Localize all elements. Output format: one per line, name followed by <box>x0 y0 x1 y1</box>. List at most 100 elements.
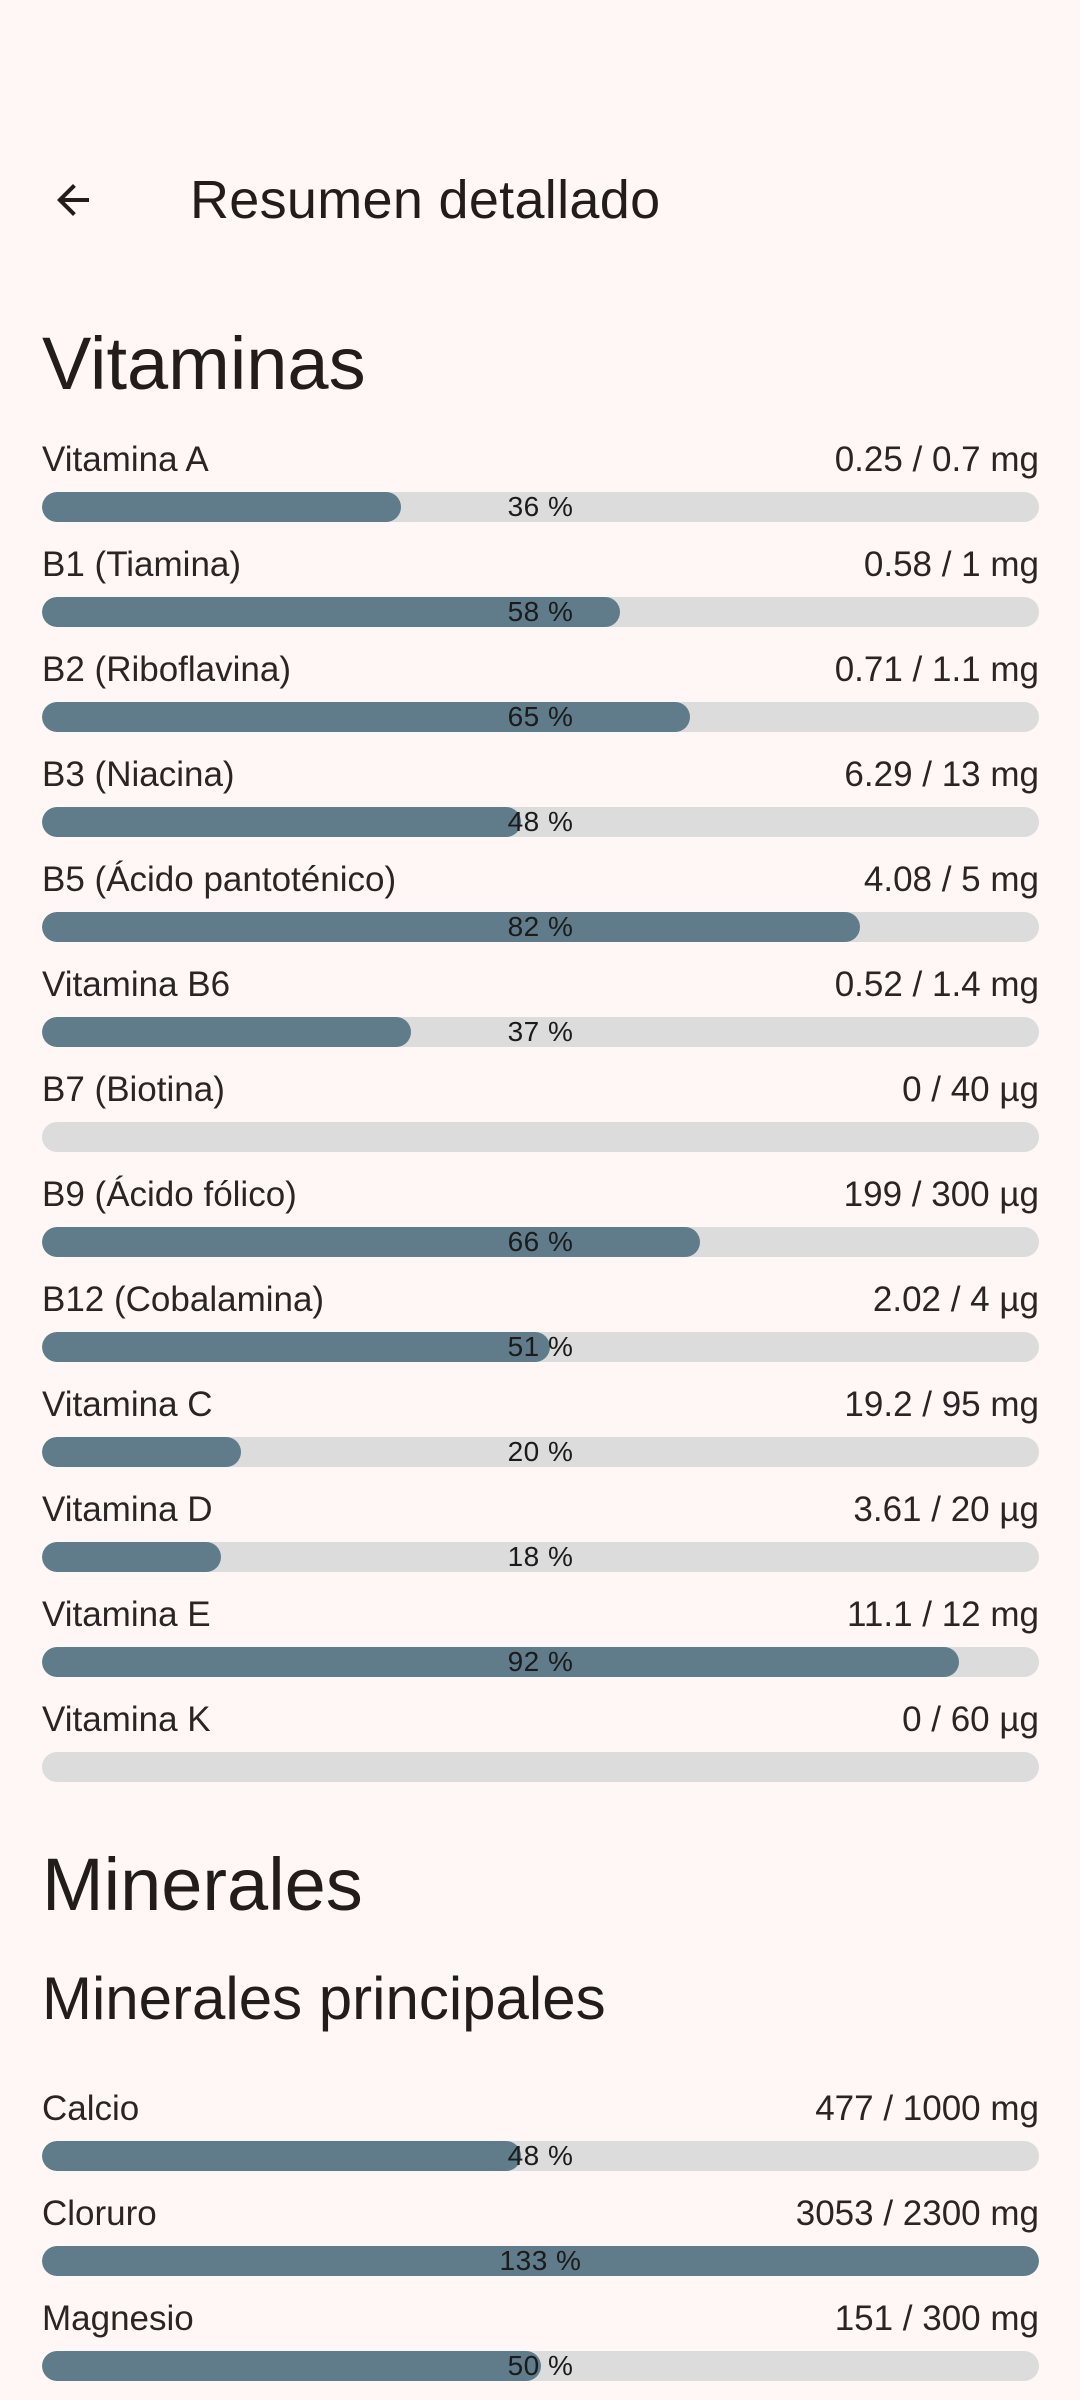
nutrient-header: B7 (Biotina) 0 / 40 µg <box>42 1060 1039 1120</box>
nutrient-amount: 11.1 / 12 mg <box>847 1595 1039 1634</box>
progress-percent-label: 66 % <box>507 1227 574 1257</box>
nutrient-row: B12 (Cobalamina) 2.02 / 4 µg 51 % <box>42 1270 1039 1375</box>
progress-percent-label: 20 % <box>507 1437 574 1467</box>
nutrient-row: Vitamina A 0.25 / 0.7 mg 36 % <box>42 430 1039 535</box>
nutrient-amount: 0.25 / 0.7 mg <box>834 440 1039 479</box>
nutrient-row: Magnesio 151 / 300 mg 50 % <box>42 2289 1039 2394</box>
nutrient-amount: 3.61 / 20 µg <box>853 1490 1039 1529</box>
nutrient-name: Vitamina E <box>42 1595 211 1634</box>
nutrient-row: Cloruro 3053 / 2300 mg 133 % <box>42 2184 1039 2289</box>
nutrient-row: Vitamina E 11.1 / 12 mg 92 % <box>42 1585 1039 1690</box>
progress-bar: 66 % <box>42 1227 1039 1257</box>
progress-percent-label: 58 % <box>507 597 574 627</box>
progress-bar: 51 % <box>42 1332 1039 1362</box>
nutrient-amount: 3053 / 2300 mg <box>795 2194 1039 2233</box>
progress-bar: 48 % <box>42 807 1039 837</box>
progress-percent-label: 36 % <box>507 492 574 522</box>
nutrient-amount: 0 / 60 µg <box>902 1700 1039 1739</box>
nutrient-header: Vitamina B6 0.52 / 1.4 mg <box>42 955 1039 1015</box>
nutrient-row: B1 (Tiamina) 0.58 / 1 mg 58 % <box>42 535 1039 640</box>
progress-fill <box>42 807 521 837</box>
summary-content[interactable]: Vitaminas Vitamina A 0.25 / 0.7 mg 36 % B1 … <box>42 318 1039 2394</box>
nutrient-name: B1 (Tiamina) <box>42 545 242 584</box>
progress-bar: 18 % <box>42 1542 1039 1572</box>
progress-percent-label: 51 % <box>507 1332 574 1362</box>
nutrient-amount: 6.29 / 13 mg <box>844 755 1039 794</box>
nutrient-amount: 0.58 / 1 mg <box>863 545 1039 584</box>
progress-bar: 92 % <box>42 1647 1039 1677</box>
progress-fill <box>42 1437 242 1467</box>
progress-percent-label: 48 % <box>507 2141 574 2171</box>
nutrient-header: Vitamina A 0.25 / 0.7 mg <box>42 430 1039 490</box>
progress-fill <box>42 2141 521 2171</box>
nutrient-name: Calcio <box>42 2089 140 2128</box>
progress-percent-label <box>42 1122 1039 1152</box>
nutrient-header: Vitamina D 3.61 / 20 µg <box>42 1480 1039 1540</box>
progress-fill <box>42 1227 701 1257</box>
progress-bar: 58 % <box>42 597 1039 627</box>
nutrient-row: Vitamina K 0 / 60 µg <box>42 1690 1039 1795</box>
page-title: Resumen detallado <box>190 170 661 230</box>
progress-fill <box>42 2351 541 2381</box>
progress-percent-label <box>42 1752 1039 1782</box>
progress-percent-label: 65 % <box>507 702 574 732</box>
top-app-bar: Resumen detallado <box>0 150 1080 250</box>
nutrient-row: B2 (Riboflavina) 0.71 / 1.1 mg 65 % <box>42 640 1039 745</box>
nutrient-name: B5 (Ácido pantoténico) <box>42 860 397 899</box>
nutrient-header: Cloruro 3053 / 2300 mg <box>42 2184 1039 2244</box>
nutrient-amount: 0.71 / 1.1 mg <box>834 650 1039 689</box>
nutrient-header: B9 (Ácido fólico) 199 / 300 µg <box>42 1165 1039 1225</box>
minerales-section: Minerales Minerales principales Calcio 47… <box>42 1839 1039 2394</box>
nutrient-name: B3 (Niacina) <box>42 755 235 794</box>
nutrient-name: B12 (Cobalamina) <box>42 1280 325 1319</box>
nutrient-header: Vitamina C 19.2 / 95 mg <box>42 1375 1039 1435</box>
progress-percent-label: 37 % <box>507 1017 574 1047</box>
nutrient-row: Vitamina B6 0.52 / 1.4 mg 37 % <box>42 955 1039 1060</box>
nutrient-amount: 0 / 40 µg <box>902 1070 1039 1109</box>
progress-bar: 36 % <box>42 492 1039 522</box>
nutrient-amount: 4.08 / 5 mg <box>863 860 1039 899</box>
progress-bar: 48 % <box>42 2141 1039 2171</box>
nutrient-row: Calcio 477 / 1000 mg 48 % <box>42 2079 1039 2184</box>
progress-percent-label: 92 % <box>507 1647 574 1677</box>
progress-bar: 65 % <box>42 702 1039 732</box>
minerales-list: Calcio 477 / 1000 mg 48 % Cloruro 3053 / 230… <box>42 2079 1039 2394</box>
nutrient-amount: 0.52 / 1.4 mg <box>834 965 1039 1004</box>
progress-fill <box>42 702 691 732</box>
nutrient-name: B9 (Ácido fólico) <box>42 1175 297 1214</box>
nutrient-row: Vitamina D 3.61 / 20 µg 18 % <box>42 1480 1039 1585</box>
progress-fill <box>42 2246 1039 2276</box>
nutrient-amount: 199 / 300 µg <box>843 1175 1039 1214</box>
progress-fill <box>42 912 860 942</box>
nutrient-name: B7 (Biotina) <box>42 1070 225 1109</box>
progress-bar: 82 % <box>42 912 1039 942</box>
minerales-title: Minerales <box>42 1843 363 1926</box>
nutrient-amount: 151 / 300 mg <box>834 2299 1039 2338</box>
nutrient-header: Vitamina K 0 / 60 µg <box>42 1690 1039 1750</box>
nutrient-row: B5 (Ácido pantoténico) 4.08 / 5 mg 82 % <box>42 850 1039 955</box>
progress-fill <box>42 1647 960 1677</box>
minerales-principales-title: Minerales principales <box>42 1965 606 2032</box>
progress-fill <box>42 1332 551 1362</box>
nutrient-name: B2 (Riboflavina) <box>42 650 291 689</box>
nutrient-header: Vitamina E 11.1 / 12 mg <box>42 1585 1039 1645</box>
progress-bar: 20 % <box>42 1437 1039 1467</box>
progress-bar <box>42 1752 1039 1782</box>
nutrient-header: B1 (Tiamina) 0.58 / 1 mg <box>42 535 1039 595</box>
nutrient-name: Vitamina B6 <box>42 965 231 1004</box>
nutrient-name: Vitamina K <box>42 1700 211 1739</box>
progress-percent-label: 50 % <box>507 2351 574 2381</box>
back-button[interactable] <box>30 168 116 232</box>
nutrient-amount: 477 / 1000 mg <box>815 2089 1039 2128</box>
progress-bar: 133 % <box>42 2246 1039 2276</box>
progress-fill <box>42 1017 411 1047</box>
progress-bar <box>42 1122 1039 1152</box>
progress-bar: 50 % <box>42 2351 1039 2381</box>
progress-fill <box>42 597 621 627</box>
nutrient-name: Vitamina C <box>42 1385 213 1424</box>
nutrient-name: Magnesio <box>42 2299 194 2338</box>
nutrient-row: B7 (Biotina) 0 / 40 µg <box>42 1060 1039 1165</box>
progress-fill <box>42 492 401 522</box>
arrow-left-icon <box>57 184 89 216</box>
progress-percent-label: 133 % <box>499 2246 582 2276</box>
